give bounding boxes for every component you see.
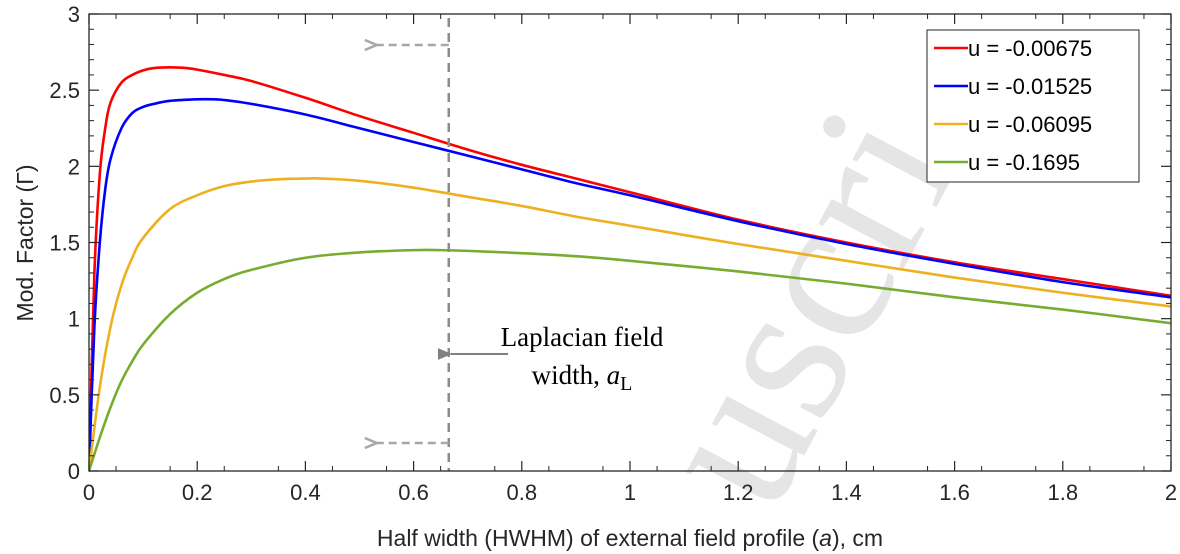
x-axis-label-before: Half width (HWHM) of external field prof… (377, 525, 820, 551)
legend-label-4: u = -0.1695 (968, 150, 1080, 175)
x-tick-label: 2 (1165, 480, 1177, 505)
annotation-line1: Laplacian field (501, 322, 664, 352)
x-tick-label: 0 (83, 480, 95, 505)
legend: u = -0.00675 u = -0.01525 u = -0.06095 u = … (926, 29, 1140, 183)
series-line-4 (89, 248, 1171, 471)
y-axis-label: Mod. Factor (Γ) (12, 164, 38, 321)
legend-label-1: u = -0.00675 (968, 36, 1092, 61)
x-tick-label: 0.4 (290, 480, 321, 505)
y-tick-label: 0 (68, 459, 80, 484)
annotation-line2: width, aL (532, 360, 633, 395)
tick-labels: 0 0.2 0.4 0.6 0.8 1 1.2 1.4 1.6 1.8 2 0 0.5 1 1.5 2 2.5 3 (49, 2, 1177, 505)
legend-box (926, 29, 1140, 183)
series-line-1 (89, 66, 1171, 471)
x-tick-label: 0.2 (182, 480, 213, 505)
y-tick-label: 0.5 (49, 383, 80, 408)
y-tick-label: 2.5 (49, 78, 80, 103)
legend-label-2: u = -0.01525 (968, 74, 1092, 99)
annotation-line2-text: width, (532, 360, 607, 390)
y-tick-label: 1.5 (49, 231, 80, 256)
ticks (88, 13, 1172, 472)
x-tick-label: 1.4 (831, 480, 862, 505)
series-line-2 (89, 97, 1171, 471)
legend-label-3: u = -0.06095 (968, 112, 1092, 137)
x-axis-label-italic: a (819, 525, 832, 551)
x-axis-label: Half width (HWHM) of external field prof… (377, 525, 883, 551)
x-tick-label: 0.6 (398, 480, 429, 505)
x-tick-label: 1.2 (723, 480, 754, 505)
x-tick-label: 1.6 (939, 480, 970, 505)
x-tick-label: 0.8 (507, 480, 538, 505)
x-axis-label-after: ), cm (832, 525, 883, 551)
series-line-3 (89, 177, 1171, 471)
x-tick-label: 1 (624, 480, 636, 505)
x-tick-label: 1.8 (1048, 480, 1079, 505)
annotation-subscript: L (620, 373, 632, 395)
annotation: Laplacian field width, aL (377, 18, 664, 471)
y-tick-label: 1 (68, 307, 80, 332)
y-tick-label: 3 (68, 2, 80, 27)
series-layer (89, 66, 1171, 471)
y-tick-label: 2 (68, 154, 80, 179)
annotation-symbol: a (607, 360, 621, 390)
